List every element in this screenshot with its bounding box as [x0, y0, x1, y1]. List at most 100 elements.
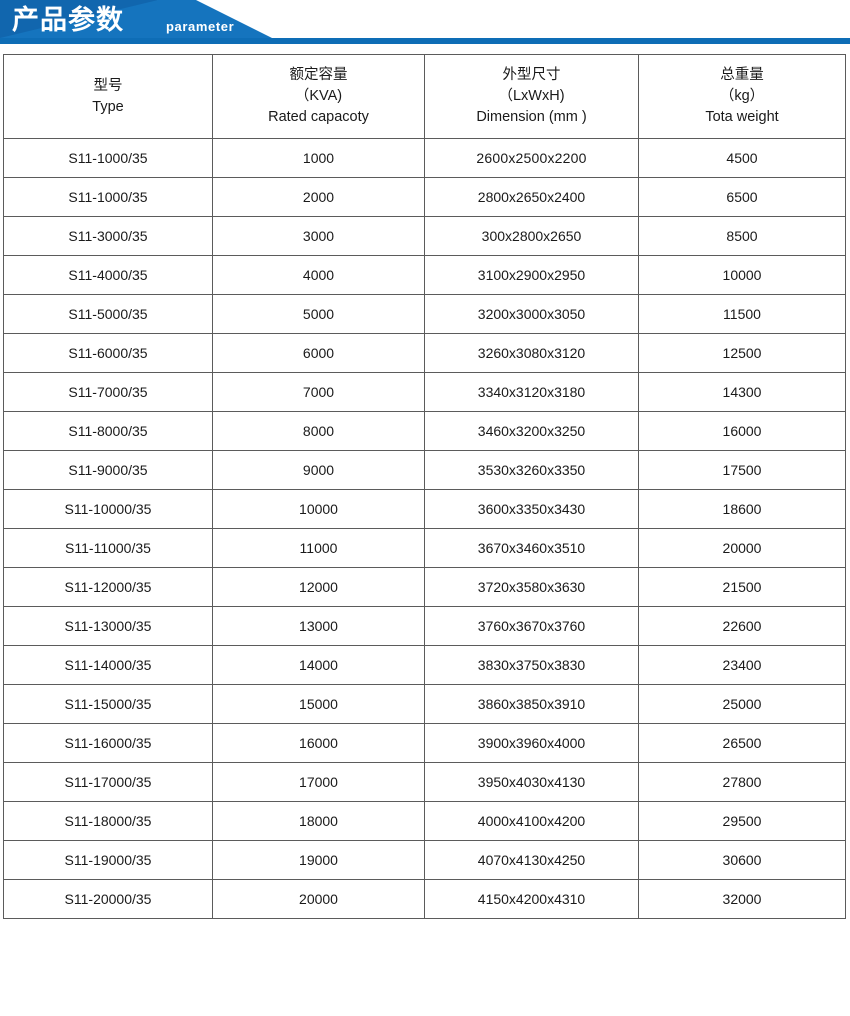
cell-weight: 22600 — [638, 606, 846, 646]
cell-weight: 8500 — [638, 216, 846, 256]
table-row: S11-4000/35 4000 3100x2900x2950 10000 — [3, 255, 846, 295]
cell-dimension: 3100x2900x2950 — [424, 255, 639, 295]
column-header-type-cn: 型号 — [93, 77, 123, 94]
cell-type: S11-13000/35 — [3, 606, 213, 646]
cell-type: S11-7000/35 — [3, 372, 213, 412]
cell-weight: 27800 — [638, 762, 846, 802]
cell-type: S11-5000/35 — [3, 294, 213, 334]
table-row: S11-9000/35 9000 3530x3260x3350 17500 — [3, 450, 846, 490]
cell-weight: 21500 — [638, 567, 846, 607]
table-row: S11-18000/35 18000 4000x4100x4200 29500 — [3, 801, 846, 841]
banner-shape-graphic — [0, 0, 850, 44]
table-row: S11-11000/35 11000 3670x3460x3510 20000 — [3, 528, 846, 568]
cell-dimension: 3760x3670x3760 — [424, 606, 639, 646]
section-banner: 产品参数 parameter — [0, 0, 850, 48]
spec-table-container: 型号 Type 额定容量 （KVA) Rated capacoty 外型尺寸 （… — [0, 48, 850, 919]
column-header-capacity-cn: 额定容量 — [289, 67, 348, 83]
product-parameter-table: 型号 Type 额定容量 （KVA) Rated capacoty 外型尺寸 （… — [3, 54, 846, 919]
cell-dimension: 300x2800x2650 — [424, 216, 639, 256]
cell-type: S11-9000/35 — [3, 450, 213, 490]
cell-weight: 20000 — [638, 528, 846, 568]
cell-dimension: 3950x4030x4130 — [424, 762, 639, 802]
cell-capacity: 11000 — [212, 528, 425, 568]
banner-shape-mid-fill — [0, 0, 272, 38]
cell-type: S11-17000/35 — [3, 762, 213, 802]
table-row: S11-19000/35 19000 4070x4130x4250 30600 — [3, 840, 846, 880]
table-row: S11-17000/35 17000 3950x4030x4130 27800 — [3, 762, 846, 802]
table-header-row: 型号 Type 额定容量 （KVA) Rated capacoty 外型尺寸 （… — [3, 54, 846, 139]
cell-type: S11-10000/35 — [3, 489, 213, 529]
table-row: S11-1000/35 2000 2800x2650x2400 6500 — [3, 177, 846, 217]
cell-type: S11-16000/35 — [3, 723, 213, 763]
cell-capacity: 5000 — [212, 294, 425, 334]
cell-weight: 32000 — [638, 879, 846, 919]
cell-weight: 4500 — [638, 138, 846, 178]
cell-type: S11-3000/35 — [3, 216, 213, 256]
cell-capacity: 9000 — [212, 450, 425, 490]
banner-underline-bar — [0, 38, 850, 44]
page-title: 产品参数 — [12, 5, 124, 35]
cell-capacity: 14000 — [212, 645, 425, 685]
cell-dimension: 3460x3200x3250 — [424, 411, 639, 451]
cell-type: S11-11000/35 — [3, 528, 213, 568]
column-header-dimension-unit: （LxWxH) — [498, 88, 565, 104]
cell-dimension: 4070x4130x4250 — [424, 840, 639, 880]
column-header-weight-en: Tota weight — [705, 109, 779, 125]
table-row: S11-15000/35 15000 3860x3850x3910 25000 — [3, 684, 846, 724]
page-subtitle: parameter — [166, 19, 235, 34]
cell-type: S11-19000/35 — [3, 840, 213, 880]
cell-type: S11-14000/35 — [3, 645, 213, 685]
cell-dimension: 3200x3000x3050 — [424, 294, 639, 334]
column-header-capacity-unit: （KVA) — [294, 88, 343, 104]
table-row: S11-13000/35 13000 3760x3670x3760 22600 — [3, 606, 846, 646]
column-header-capacity-en: Rated capacoty — [268, 109, 369, 125]
cell-capacity: 20000 — [212, 879, 425, 919]
table-row: S11-3000/35 3000 300x2800x2650 8500 — [3, 216, 846, 256]
cell-weight: 14300 — [638, 372, 846, 412]
cell-capacity: 12000 — [212, 567, 425, 607]
cell-capacity: 19000 — [212, 840, 425, 880]
cell-capacity: 13000 — [212, 606, 425, 646]
column-header-weight-cn: 总重量 — [720, 67, 764, 83]
cell-type: S11-6000/35 — [3, 333, 213, 373]
cell-dimension: 3720x3580x3630 — [424, 567, 639, 607]
cell-capacity: 3000 — [212, 216, 425, 256]
cell-dimension: 3530x3260x3350 — [424, 450, 639, 490]
cell-type: S11-12000/35 — [3, 567, 213, 607]
cell-capacity: 2000 — [212, 177, 425, 217]
cell-weight: 12500 — [638, 333, 846, 373]
column-header-weight-unit: （kg） — [719, 88, 765, 104]
table-row: S11-20000/35 20000 4150x4200x4310 32000 — [3, 879, 846, 919]
cell-type: S11-20000/35 — [3, 879, 213, 919]
cell-capacity: 7000 — [212, 372, 425, 412]
cell-type: S11-15000/35 — [3, 684, 213, 724]
cell-dimension: 3340x3120x3180 — [424, 372, 639, 412]
cell-weight: 29500 — [638, 801, 846, 841]
cell-capacity: 1000 — [212, 138, 425, 178]
cell-capacity: 4000 — [212, 255, 425, 295]
cell-capacity: 10000 — [212, 489, 425, 529]
cell-dimension: 4000x4100x4200 — [424, 801, 639, 841]
cell-dimension: 4150x4200x4310 — [424, 879, 639, 919]
table-row: S11-10000/35 10000 3600x3350x3430 18600 — [3, 489, 846, 529]
cell-weight: 23400 — [638, 645, 846, 685]
cell-type: S11-1000/35 — [3, 177, 213, 217]
cell-dimension: 3900x3960x4000 — [424, 723, 639, 763]
table-row: S11-1000/35 1000 2600x2500x2200 4500 — [3, 138, 846, 178]
cell-weight: 30600 — [638, 840, 846, 880]
cell-capacity: 15000 — [212, 684, 425, 724]
cell-dimension: 3860x3850x3910 — [424, 684, 639, 724]
cell-capacity: 8000 — [212, 411, 425, 451]
cell-capacity: 18000 — [212, 801, 425, 841]
cell-type: S11-1000/35 — [3, 138, 213, 178]
table-row: S11-16000/35 16000 3900x3960x4000 26500 — [3, 723, 846, 763]
cell-capacity: 6000 — [212, 333, 425, 373]
cell-weight: 10000 — [638, 255, 846, 295]
column-header-dimension-cn: 外型尺寸 — [502, 67, 561, 83]
table-row: S11-8000/35 8000 3460x3200x3250 16000 — [3, 411, 846, 451]
table-row: S11-5000/35 5000 3200x3000x3050 11500 — [3, 294, 846, 334]
cell-weight: 17500 — [638, 450, 846, 490]
column-header-type-en: Type — [92, 98, 124, 115]
cell-type: S11-18000/35 — [3, 801, 213, 841]
table-body: S11-1000/35 1000 2600x2500x2200 4500 S11-100… — [3, 138, 846, 919]
